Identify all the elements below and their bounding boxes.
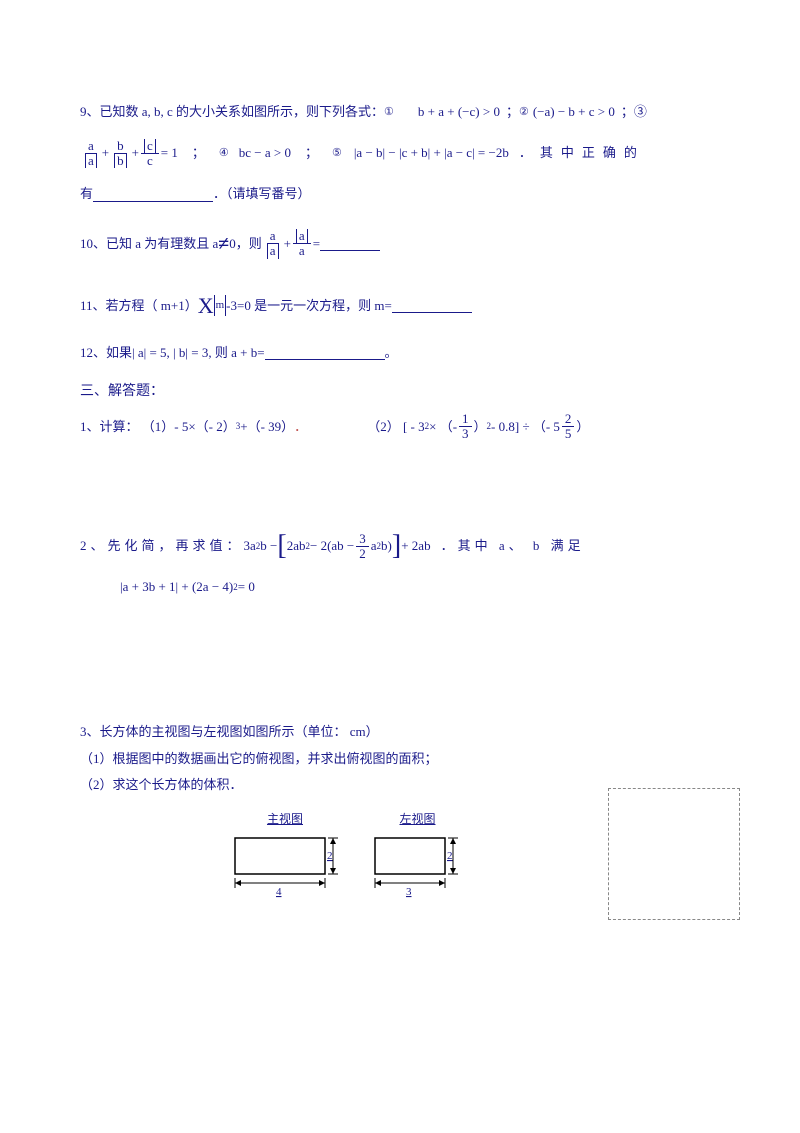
front-h: 2 (327, 850, 333, 862)
q9-line1: 9、已知数 a, b, c 的大小关系如图所示，则下列各式： ① b + a +… (80, 100, 720, 125)
q10-eq: = (313, 232, 320, 257)
q9-circ4: ④ (219, 143, 229, 164)
p2-line1: 2、先化简，再求值： 3a2 b − [ 2ab2 − 2(ab − 32 a2… (80, 532, 720, 562)
x-icon: X (198, 285, 214, 327)
p2-tail: ．其中 a、 b 满足 (441, 534, 585, 559)
left-view-svg: 2 3 (370, 833, 465, 898)
p1-frac2: 25 (562, 412, 575, 442)
q11-line: 11、若方程（ m+1） Xm -3=0 是一元一次方程，则 m= (80, 285, 720, 327)
p2-l2: |a + 3b + 1| + (2a − 4) (120, 575, 233, 600)
p2-bracket: [ 2ab2 − 2(ab − 32 a2 b) ] (277, 532, 401, 562)
q9-you: 有 (80, 182, 93, 207)
q9-line3: 有 ．（请填写番号） (80, 182, 720, 207)
p3-l1: 3、长方体的主视图与左视图如图所示（单位： cm） (80, 720, 720, 745)
p2-inner-d: b) (381, 534, 392, 559)
q9-sep1: ； (506, 100, 519, 125)
q9-circ1: ① (384, 102, 394, 123)
q9-prefix: 9、已知数 a, b, c 的大小关系如图所示，则下列各式： (80, 100, 384, 125)
q11-mid: -3=0 是一元一次方程，则 m= (226, 294, 392, 319)
q9-dot: ． (519, 141, 532, 166)
p3-l2: （1）根据图中的数据画出它的俯视图，并求出俯视图的面积； (80, 747, 720, 772)
abs-m-exp: m (214, 295, 227, 316)
p2-expr-a: 3a (244, 534, 256, 559)
q10-line: 10、已知 a 为有理数且 a ≠ 0，则 aa + aa = (80, 225, 720, 263)
p1-p2b: × （- (429, 415, 457, 440)
q11-blank (392, 299, 472, 313)
q9-expr4: bc − a > 0 (239, 141, 291, 166)
p1-p2a: （2） [ - 3 (367, 415, 424, 440)
p2-inner-b: − 2(ab − (310, 534, 354, 559)
q12-line: 12、如果| a| = 5, | b| = 3, 则 a + b= 。 (80, 341, 720, 366)
q9-sepA: ； (192, 141, 205, 166)
q9-line2: aa + bb + cc = 1 ； ④ bc − a > 0 ； ⑤ |a −… (80, 139, 720, 169)
q9-frac1: aa (82, 139, 100, 169)
q9-line3b: ．（请填写番号） (213, 182, 311, 207)
p1-mid1: +（- 39） (240, 415, 294, 440)
q10-plus: + (284, 232, 291, 257)
p1-prefix: 1、计算： （1）- 5×（- 2） (80, 415, 236, 440)
front-view-svg: 2 4 (230, 833, 340, 898)
q10-frac1: aa (264, 229, 282, 259)
q12-blank (265, 346, 385, 360)
q9-expr2: (−a) − b + c > 0 (533, 100, 615, 125)
q9-tail-spaced: 其中正确的 (540, 141, 645, 166)
q12-text: 12、如果| a| = 5, | b| = 3, 则 a + b= (80, 341, 265, 366)
p2-inner-a: 2ab (287, 534, 306, 559)
p2-spaced-a: 2、先化简，再求值： (80, 534, 244, 559)
q9-expr5: |a − b| − |c + b| + |a − c| = −2b (354, 141, 509, 166)
section3-title: 三、解答题： (80, 379, 720, 406)
p1-frac1: 13 (459, 412, 472, 442)
q12-tail: 。 (385, 341, 398, 366)
p3-block: 3、长方体的主视图与左视图如图所示（单位： cm） （1）根据图中的数据画出它的… (80, 720, 720, 898)
left-w: 3 (406, 886, 412, 898)
q10-mid: 0，则 (229, 232, 262, 257)
q10-frac2: aa (293, 229, 311, 259)
p1-p2d: - 0.8] ÷ （- 5 (491, 415, 560, 440)
q9-blank (93, 188, 213, 202)
q9-frac2: bb (111, 139, 130, 169)
front-view: 主视图 2 4 (230, 808, 340, 898)
q9-circ2: ② (519, 102, 529, 123)
p1-p2e: ） (576, 415, 589, 440)
p2-expr-b: b − (260, 534, 277, 559)
left-h: 2 (447, 850, 453, 862)
front-w: 4 (276, 886, 282, 898)
q9-sep2: ；③ (621, 100, 647, 125)
page-root: 9、已知数 a, b, c 的大小关系如图所示，则下列各式： ① b + a +… (0, 0, 800, 938)
answer-box (608, 788, 740, 920)
q10-blank (320, 237, 380, 251)
q9-eq1: = 1 (161, 141, 178, 166)
neq-icon: ≠ (218, 225, 229, 263)
p1-p2c: ） (474, 415, 487, 440)
q9-expr1: b + a + (−c) > 0 (418, 100, 500, 125)
p2-frac: 32 (356, 532, 369, 562)
q10-prefix: 10、已知 a 为有理数且 a (80, 232, 218, 257)
p2-l2eq: = 0 (238, 575, 255, 600)
left-title: 左视图 (399, 808, 435, 831)
front-title: 主视图 (267, 808, 303, 831)
q9-circ5: ⑤ (332, 143, 342, 164)
left-view: 左视图 2 3 (370, 808, 465, 898)
diagram-area: 主视图 2 4 (80, 808, 720, 898)
q11-prefix: 11、若方程（ m+1） (80, 294, 198, 319)
p2-expr-c: + 2ab (401, 534, 430, 559)
p1-dot: ． (294, 415, 307, 440)
p2-line2: |a + 3b + 1| + (2a − 4)2 = 0 (120, 575, 720, 600)
q9-sepB: ； (305, 141, 318, 166)
p1-line: 1、计算： （1）- 5×（- 2）3 +（- 39） ． （2） [ - 32… (80, 412, 720, 442)
q9-frac3: cc (141, 139, 159, 169)
